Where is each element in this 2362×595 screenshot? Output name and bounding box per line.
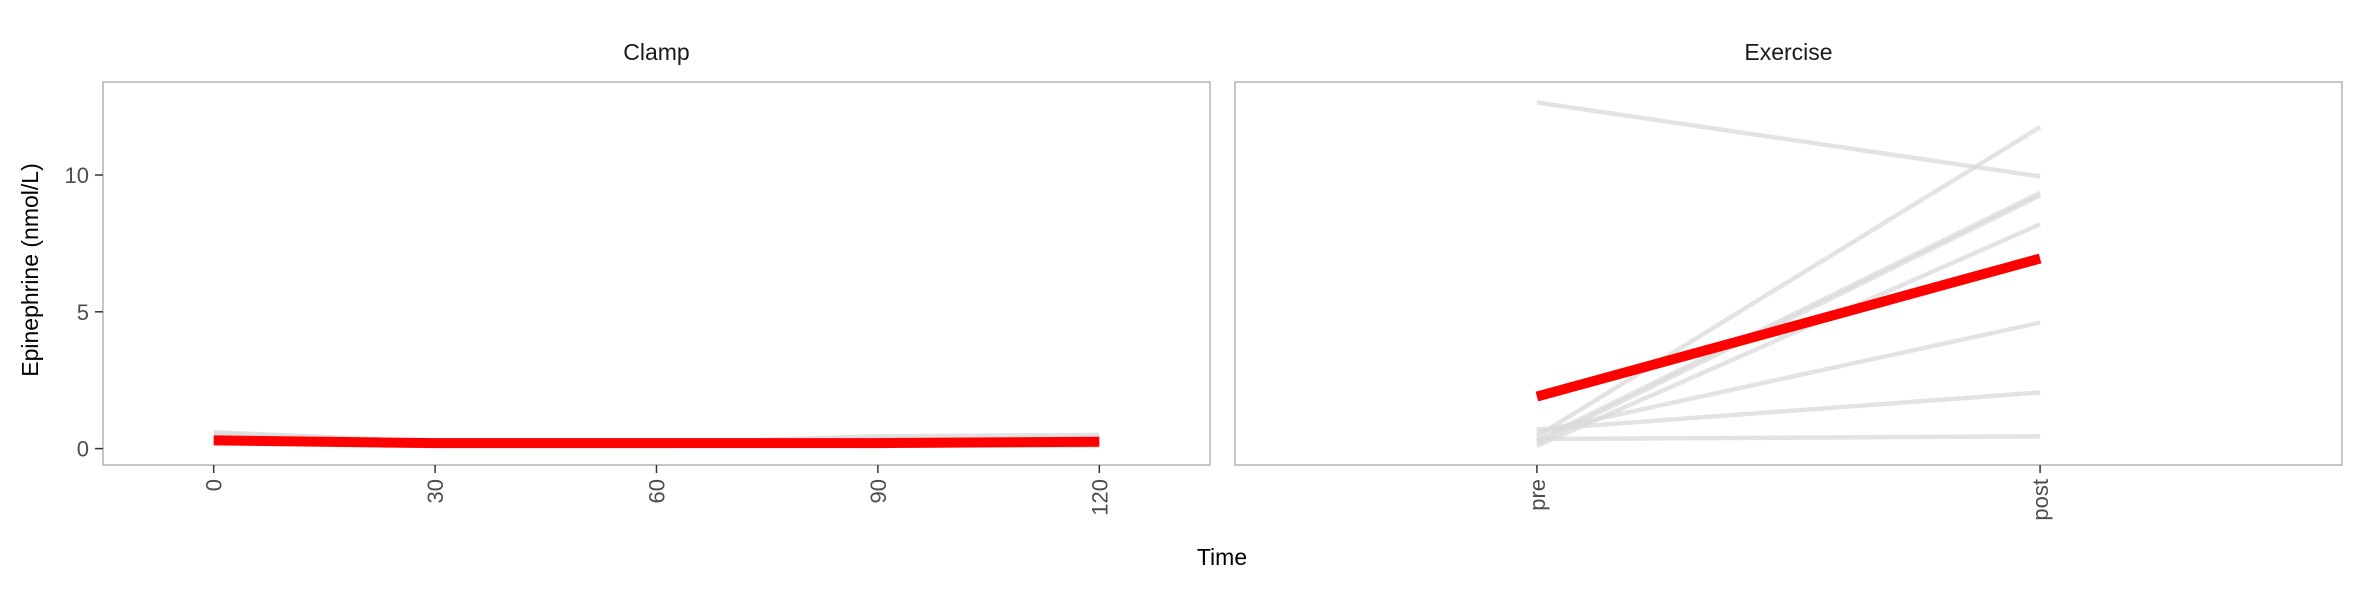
x-tick-label-0-0: 0 <box>202 479 227 491</box>
individual-line-1-0 <box>1536 100 2041 179</box>
x-tick-label-0-2: 60 <box>645 479 670 503</box>
y-tick-label-2: 10 <box>65 163 89 188</box>
x-tick-label-0-3: 90 <box>866 479 891 503</box>
panel-title-0: Clamp <box>623 39 689 65</box>
y-tick-label-0: 0 <box>77 437 89 462</box>
individual-line-1-5 <box>1536 320 2041 435</box>
panel-frame-0 <box>102 81 1211 466</box>
x-tick-label-1-0: pre <box>1525 479 1550 511</box>
individual-line-1-4 <box>1535 222 2042 448</box>
x-tick-label-1-1: post <box>2028 479 2053 521</box>
mean-line-0 <box>213 435 1100 449</box>
y-tick-label-1: 5 <box>77 300 89 325</box>
mean-line-1 <box>1535 253 2042 402</box>
individual-line-1-2 <box>1535 190 2042 443</box>
individual-line-1-6 <box>1536 390 2041 432</box>
panel-title-1: Exercise <box>1744 39 1832 65</box>
x-tick-label-0-1: 30 <box>423 479 448 503</box>
panel-frame-1 <box>1234 81 2343 466</box>
x-tick-label-0-4: 120 <box>1087 479 1112 516</box>
individual-line-1-3 <box>1535 193 2042 446</box>
individual-line-1-1 <box>1535 125 2042 439</box>
y-axis-title: Epinephrine (nmol/L) <box>17 163 43 377</box>
x-axis-title: Time <box>1197 544 1247 570</box>
individual-line-1-7 <box>1536 434 2041 442</box>
